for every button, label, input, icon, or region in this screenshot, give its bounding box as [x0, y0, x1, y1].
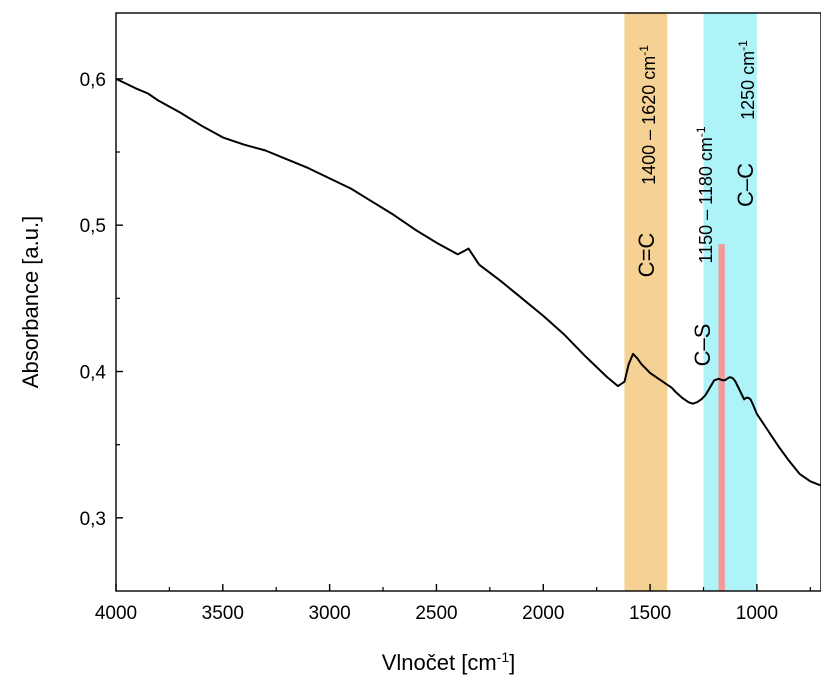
series-line-1 — [115, 77, 821, 487]
series-layer — [115, 77, 821, 487]
x-tick-label: 2500 — [415, 603, 457, 624]
x-tick-label: 3000 — [308, 603, 350, 624]
x-axis-title-sup: -1 — [497, 649, 510, 665]
band-layer — [624, 13, 757, 591]
band-3 — [718, 244, 725, 591]
y-tick-label: 0,5 — [80, 216, 106, 237]
band-1 — [624, 13, 668, 591]
x-tick-label: 4000 — [95, 603, 137, 624]
band-label-c-c-double: C=C — [634, 233, 659, 278]
y-tick-label: 0,3 — [80, 509, 106, 530]
x-axis-title-text: Vlnočet [cm — [382, 650, 497, 675]
band-label-layer: C=C 1400 – 1620 cm-1 C–S 1150 – 1180 cm-1 C–… — [634, 40, 758, 367]
band-label-c-s: C–S — [690, 324, 715, 367]
plot-frame — [115, 12, 821, 592]
x-tick-label: 1500 — [629, 603, 671, 624]
band-label-c-c-single: C–C — [733, 163, 758, 207]
tick-layer: 4000 3500 3000 2500 2000 1500 1000 0,3 0,4 0,5 0,6 — [80, 70, 811, 624]
y-axis-title: Absorbance [a.u.] — [18, 216, 43, 388]
x-tick-label: 1000 — [736, 603, 778, 624]
band-2 — [703, 13, 757, 591]
x-tick-label: 2000 — [522, 603, 564, 624]
band-range-c-c-double: 1400 – 1620 cm-1 — [637, 45, 659, 185]
x-tick-label: 3500 — [202, 603, 244, 624]
band-range-c-s: 1150 – 1180 cm-1 — [694, 126, 716, 263]
x-axis-title-close: ] — [509, 650, 515, 675]
band-range-c-c-single: 1250 cm-1 — [736, 40, 758, 120]
y-tick-label: 0,4 — [80, 363, 107, 384]
x-axis-title: Vlnočet [cm-1] — [382, 649, 516, 675]
y-tick-label: 0,6 — [80, 70, 106, 91]
